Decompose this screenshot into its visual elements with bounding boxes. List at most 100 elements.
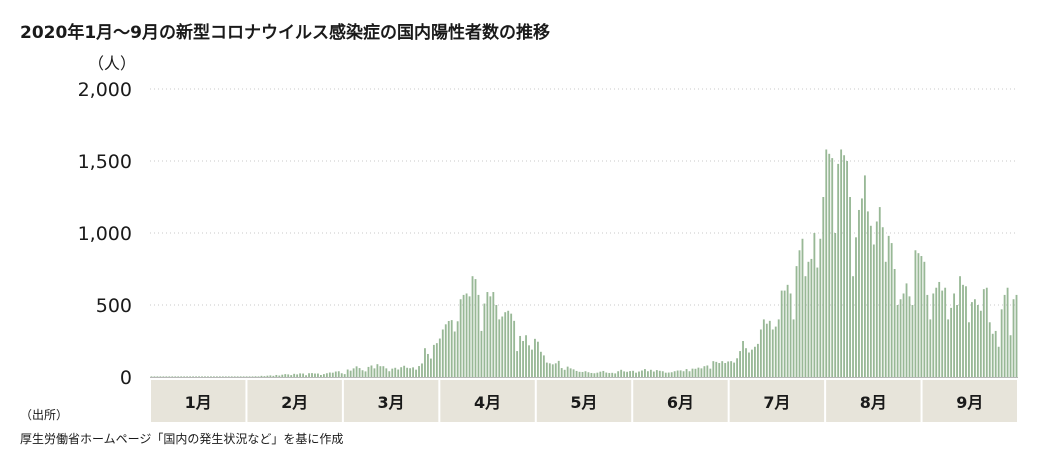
bar (159, 376, 162, 377)
bar (953, 293, 956, 377)
bar (468, 296, 471, 377)
bar (174, 376, 177, 377)
bar (718, 363, 721, 377)
bar (171, 376, 174, 377)
y-tick-label: 1,500 (78, 151, 132, 173)
month-band (343, 380, 439, 422)
bar (284, 374, 287, 377)
bar (667, 372, 670, 377)
bar (935, 287, 938, 377)
bar (296, 374, 299, 377)
y-tick-label: 2,000 (78, 79, 132, 101)
bar (421, 363, 423, 377)
bar (192, 376, 195, 377)
bar (947, 319, 950, 377)
bar (394, 367, 397, 377)
month-band (536, 380, 632, 422)
bar (183, 376, 186, 377)
bar (914, 250, 917, 377)
bar (406, 367, 409, 377)
bar (257, 376, 260, 377)
bar (320, 374, 322, 377)
bar (890, 243, 893, 377)
bar (331, 372, 334, 377)
bar (566, 366, 569, 377)
bar (590, 372, 593, 377)
bar (581, 371, 584, 377)
bar (679, 370, 682, 377)
bar (632, 370, 634, 377)
bar (712, 361, 715, 377)
bar (504, 312, 507, 377)
bar (337, 371, 340, 377)
bar (715, 361, 718, 377)
bar (254, 376, 257, 377)
bar (519, 335, 522, 377)
bar (578, 371, 581, 377)
month-label: 2月 (281, 393, 308, 412)
bar (596, 372, 599, 377)
bar (370, 365, 373, 377)
bar (804, 276, 807, 377)
bar (227, 376, 230, 377)
bar (388, 371, 391, 377)
bar (878, 207, 881, 377)
bar (221, 376, 224, 377)
y-tick-label: 1,000 (78, 223, 132, 245)
bar (325, 373, 328, 377)
bar (224, 376, 227, 377)
bar (201, 376, 203, 377)
bar (236, 376, 239, 377)
bar (525, 335, 527, 377)
bar (349, 370, 352, 377)
bar (789, 293, 792, 377)
bar (391, 368, 394, 377)
bar (278, 375, 281, 377)
month-label: 6月 (667, 393, 694, 412)
bar (542, 355, 545, 377)
bar (786, 284, 789, 377)
bar (162, 376, 165, 377)
bar (379, 366, 382, 377)
bar (361, 370, 364, 377)
bar (626, 371, 629, 377)
bar (694, 368, 697, 377)
bar (189, 376, 192, 377)
bar (979, 310, 982, 377)
bar (355, 366, 358, 377)
bar (771, 329, 774, 377)
bar (376, 364, 379, 377)
bar (584, 371, 587, 377)
bar (150, 376, 153, 377)
bar (233, 376, 236, 377)
bar (852, 276, 854, 377)
bar (382, 366, 385, 377)
bar (950, 307, 953, 377)
bar (920, 256, 923, 377)
y-axis-unit-label: （人） (88, 54, 136, 73)
bar (429, 358, 432, 377)
bar (923, 261, 926, 377)
bar (899, 299, 902, 377)
bar (507, 310, 510, 377)
bar (483, 303, 486, 377)
bar (287, 374, 290, 377)
bar (905, 283, 908, 377)
bar (346, 369, 349, 377)
bar (748, 352, 750, 377)
bar (343, 374, 346, 377)
bar (783, 290, 786, 377)
bar (795, 266, 798, 377)
bar (498, 319, 501, 377)
bar (774, 326, 777, 377)
bar (534, 338, 536, 377)
bar (477, 294, 480, 377)
bar (492, 292, 495, 377)
bar (727, 361, 730, 377)
bar (855, 237, 857, 377)
month-label: 3月 (378, 393, 405, 412)
bar (239, 376, 242, 377)
bar (599, 371, 602, 377)
bar (866, 211, 869, 377)
bar (765, 323, 768, 377)
